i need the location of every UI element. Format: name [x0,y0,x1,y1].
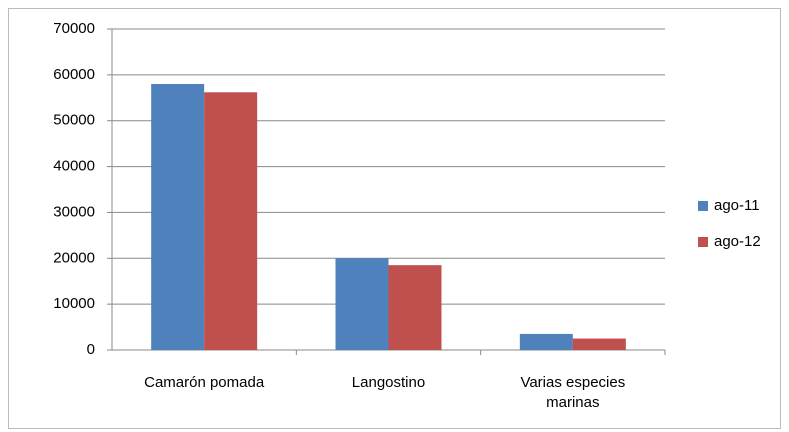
x-tick-label: Varias especies marinas [520,374,626,411]
bar [335,258,389,350]
bar [204,92,258,350]
y-tick-label: 60000 [53,66,95,83]
y-tick-label: 70000 [53,20,95,37]
x-tick-label: Langostino [351,374,426,391]
legend-label: ago-12 [714,233,761,250]
chart-border [8,8,781,429]
legend-label: ago-11 [714,197,760,214]
legend-swatch [698,201,708,211]
y-tick-label: 50000 [53,112,95,129]
y-tick-label: 10000 [53,295,95,312]
legend-swatch [698,237,708,247]
y-tick-label: 40000 [53,158,95,175]
bar [151,84,205,351]
y-tick-label: 20000 [53,249,95,266]
x-tick-label: Camarón pomada [144,374,265,391]
y-tick-label: 30000 [53,203,95,220]
bar [572,338,626,350]
bar [388,265,442,350]
bar [519,333,573,350]
y-tick-label: 0 [87,341,95,358]
